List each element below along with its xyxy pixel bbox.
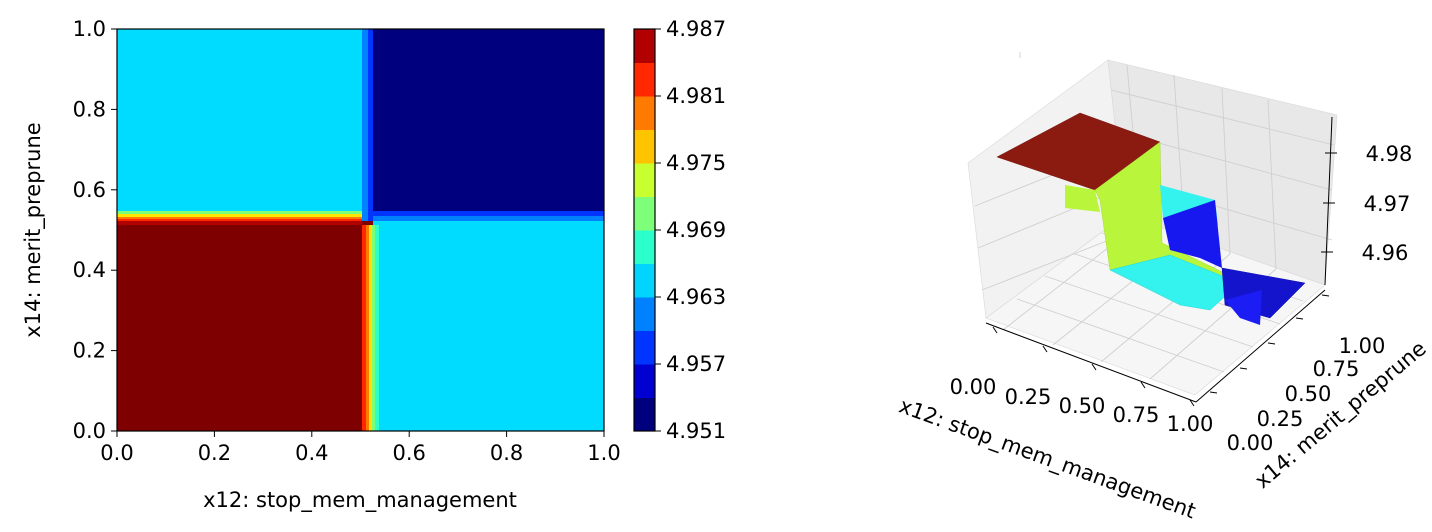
surface-y-tick-label: 1.00	[1339, 334, 1386, 358]
surface-3d-plot: 0.00 0.25 0.50 0.75 1.00 0.000.250.500.751.0…	[896, 52, 1431, 524]
surface-y-ticks: 0.000.250.500.751.00	[1209, 294, 1386, 455]
surface-y-tick-label: 0.75	[1313, 357, 1360, 381]
colorbar-band	[634, 196, 655, 231]
surface-z-tick-label: 4.98	[1366, 142, 1413, 166]
contour-x-tick-label: 0.4	[295, 441, 328, 465]
surface-y-tick-label: 0.50	[1285, 382, 1332, 406]
colorbar-tick-label: 4.987	[666, 17, 726, 41]
surface-y-tick-mark	[1295, 317, 1304, 320]
contour-x-tick-label: 0.6	[392, 441, 425, 465]
contour-x-ticks: 0.0 0.2 0.4 0.6 0.8 1.0	[100, 431, 621, 465]
surface-step-blue	[1163, 200, 1222, 268]
contour-y-tick-label: 1.0	[73, 17, 106, 41]
surface-x-tick-label: 0.25	[1005, 385, 1052, 409]
colorbar-band	[634, 364, 655, 398]
surface-x-tick-label: 0.50	[1059, 394, 1106, 418]
colorbar-band	[634, 330, 655, 365]
contour-plot-frame	[116, 28, 605, 432]
contour-y-tick-label: 0.0	[73, 419, 106, 443]
contour-x-tick-label: 0.8	[490, 441, 523, 465]
axis-lines	[985, 116, 1333, 403]
contour-region-upper-left	[117, 29, 373, 221]
contour-region-lower-right	[373, 221, 604, 431]
contour-x-tick-label: 0.2	[198, 441, 231, 465]
contour-region-upper-right	[373, 29, 604, 221]
colorbar-tick-label: 4.975	[666, 151, 726, 175]
surface-x-tick-mark	[992, 326, 998, 334]
colorbar-tick-label: 4.957	[666, 352, 726, 376]
colorbar-band	[634, 96, 655, 130]
surface-z-tick-label: 4.96	[1362, 241, 1409, 265]
contour-y-tick-label: 0.6	[73, 178, 106, 202]
contour-x-tick-label: 1.0	[587, 441, 620, 465]
surface-x-ticks: 0.00 0.25 0.50 0.75 1.00	[950, 326, 1214, 436]
colorbar-tick-label: 4.969	[666, 218, 726, 242]
surface-z-tick-label: 4.97	[1364, 192, 1411, 216]
contour-plot: 0.0 0.2 0.4 0.6 0.8 1.0 0.0 0.2 0.4 0.6 0.8 1.0 x1…	[21, 17, 621, 513]
colorbar-tick-label: 4.981	[666, 84, 726, 108]
contour-region-lower-left	[117, 221, 373, 431]
surface-y-tick-mark	[1321, 294, 1330, 297]
contour-x-tick-label: 0.0	[100, 441, 133, 465]
surface-x-tick-mark	[1042, 345, 1048, 353]
colorbar-tick-label: 4.951	[666, 419, 726, 443]
colorbar-bands	[634, 29, 655, 432]
surface-y-tick-mark	[1239, 367, 1248, 370]
surface-x-tick-label: 0.75	[1113, 403, 1160, 427]
colorbar-tick-label: 4.963	[666, 285, 726, 309]
surface-x-tick-mark	[1091, 363, 1097, 371]
colorbar: 4.987 4.981 4.975 4.969 4.963 4.957 4.951	[633, 17, 726, 443]
contour-y-ticks: 0.0 0.2 0.4 0.6 0.8 1.0	[73, 17, 117, 443]
colorbar-band	[634, 263, 655, 298]
surface-y-tick-mark	[1209, 391, 1218, 394]
surface-x-tick-mark	[1189, 399, 1195, 407]
surface-y-tick-label: 0.00	[1227, 431, 1274, 455]
contour-y-axis-label: x14: merit_preprune	[21, 122, 46, 337]
surface-x-tick-label: 1.00	[1167, 412, 1214, 436]
surface	[996, 112, 1306, 325]
surface-y-tick-mark	[1267, 342, 1276, 345]
contour-y-tick-label: 0.4	[73, 258, 106, 282]
colorbar-band	[634, 163, 655, 197]
contour-y-tick-label: 0.8	[73, 97, 106, 121]
contour-transition-bands	[117, 29, 604, 431]
contour-y-tick-label: 0.2	[73, 339, 106, 363]
surface-y-tick-label: 0.25	[1257, 407, 1304, 431]
surface-x-tick-mark	[1140, 381, 1146, 389]
colorbar-band	[634, 29, 655, 63]
colorbar-band	[634, 397, 655, 432]
colorbar-band	[634, 62, 655, 97]
contour-x-axis-label: x12: stop_mem_management	[203, 488, 517, 513]
colorbar-ticks: 4.987 4.981 4.975 4.969 4.963 4.957 4.951	[655, 17, 726, 443]
surface-x-tick-label: 0.00	[950, 375, 997, 399]
surface-face-blue-edge	[1225, 290, 1262, 325]
surface-step-yellow-green-left	[1065, 185, 1100, 212]
colorbar-band	[634, 129, 655, 164]
surface-z-ticks: 4.96 4.97 4.98	[1321, 142, 1412, 265]
colorbar-band	[634, 297, 655, 331]
colorbar-band	[634, 230, 655, 264]
